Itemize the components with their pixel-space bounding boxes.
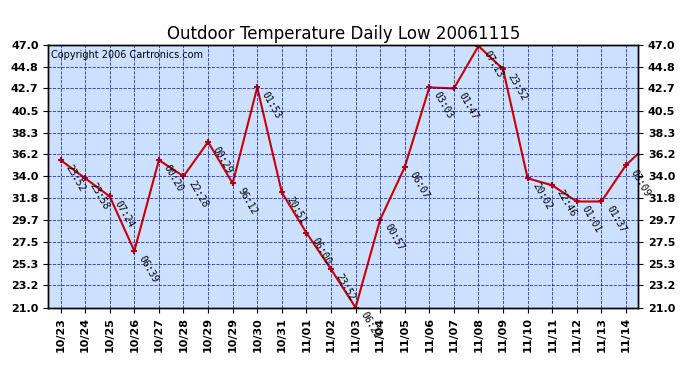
Text: 23:58: 23:58 xyxy=(88,181,111,212)
Text: 00:20: 00:20 xyxy=(161,163,185,194)
Text: 03:09: 03:09 xyxy=(629,168,652,198)
Text: 23:52: 23:52 xyxy=(506,72,529,102)
Text: Copyright 2006 Cartronics.com: Copyright 2006 Cartronics.com xyxy=(51,50,204,60)
Text: 22:46: 22:46 xyxy=(555,188,578,219)
Text: 01:37: 01:37 xyxy=(604,204,627,235)
Text: 20:02: 20:02 xyxy=(531,181,554,212)
Text: 96:12: 96:12 xyxy=(235,186,259,216)
Text: 20:51: 20:51 xyxy=(284,195,308,226)
Text: 05:13: 05:13 xyxy=(0,374,1,375)
Text: 07:24: 07:24 xyxy=(112,199,136,230)
Text: 07:13: 07:13 xyxy=(481,49,504,79)
Title: Outdoor Temperature Daily Low 20061115: Outdoor Temperature Daily Low 20061115 xyxy=(166,26,520,44)
Text: 23:52: 23:52 xyxy=(63,163,87,194)
Text: 06:39: 06:39 xyxy=(137,254,161,284)
Text: 01:01: 01:01 xyxy=(580,204,603,235)
Text: 00:57: 00:57 xyxy=(383,222,406,253)
Text: 06:07: 06:07 xyxy=(408,170,431,200)
Text: 01:53: 01:53 xyxy=(260,90,284,121)
Text: 03:03: 03:03 xyxy=(432,90,455,121)
Text: 06:00: 06:00 xyxy=(309,236,333,266)
Text: 06:22: 06:22 xyxy=(358,310,382,341)
Text: 22:28: 22:28 xyxy=(186,179,210,210)
Text: 23:52: 23:52 xyxy=(334,272,357,302)
Text: 00:29: 00:29 xyxy=(211,145,234,175)
Text: 01:47: 01:47 xyxy=(457,91,480,122)
